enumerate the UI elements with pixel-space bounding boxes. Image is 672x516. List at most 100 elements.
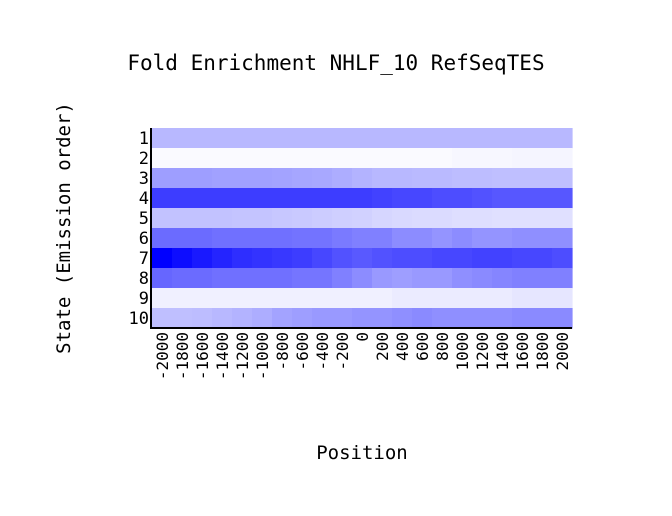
heatmap-cell: [152, 228, 173, 249]
x-tick-label: -800: [273, 332, 292, 371]
heatmap-cell: [172, 128, 193, 149]
heatmap-cells: [152, 128, 573, 329]
heatmap-cell: [212, 168, 233, 189]
heatmap-cell: [412, 228, 433, 249]
heatmap-cell: [512, 288, 533, 309]
y-tick-label: 7: [139, 249, 149, 269]
heatmap-cell: [492, 188, 513, 209]
heatmap-cell: [172, 308, 193, 329]
heatmap-cell: [512, 268, 533, 289]
x-tick-label: -1600: [193, 332, 212, 380]
heatmap-cell: [452, 308, 473, 329]
heatmap-cell: [172, 248, 193, 269]
heatmap-cell: [392, 288, 413, 309]
heatmap-cell: [352, 228, 373, 249]
heatmap-cell: [312, 188, 333, 209]
heatmap-cell: [452, 228, 473, 249]
heatmap-cell: [272, 308, 293, 329]
heatmap-cell: [252, 308, 273, 329]
heatmap-cell: [192, 208, 213, 229]
heatmap-cell: [192, 148, 213, 169]
heatmap-cell: [212, 248, 233, 269]
heatmap-cell: [452, 268, 473, 289]
heatmap-cell: [452, 208, 473, 229]
heatmap-cell: [352, 308, 373, 329]
heatmap-cell: [532, 228, 553, 249]
heatmap-cell: [192, 228, 213, 249]
heatmap-cell: [372, 188, 393, 209]
heatmap-cell: [552, 128, 573, 149]
heatmap-cell: [332, 228, 353, 249]
heatmap-cell: [472, 208, 493, 229]
heatmap-cell: [352, 208, 373, 229]
x-tick-label: 1400: [493, 332, 512, 371]
heatmap-cell: [232, 208, 253, 229]
heatmap-cell: [292, 308, 313, 329]
heatmap-cell: [312, 128, 333, 149]
heatmap-cell: [212, 308, 233, 329]
heatmap-cell: [232, 268, 253, 289]
x-tick-labels: -2000 -1800 -1600 -1400 -1200 -1000 -800 -600 -4…: [153, 332, 572, 380]
heatmap-cell: [232, 128, 253, 149]
heatmap-cell: [172, 168, 193, 189]
heatmap-cell: [312, 268, 333, 289]
heatmap-cell: [432, 248, 453, 269]
heatmap-cell: [332, 208, 353, 229]
heatmap-cell: [152, 288, 173, 309]
heatmap-cell: [532, 208, 553, 229]
x-tick-label: -600: [293, 332, 312, 371]
heatmap-cell: [292, 168, 313, 189]
x-tick-label: -2000: [153, 332, 172, 380]
heatmap-cell: [412, 248, 433, 269]
heatmap-cell: [512, 308, 533, 329]
heatmap-cell: [472, 148, 493, 169]
heatmap-cell: [532, 188, 553, 209]
heatmap-cell: [372, 148, 393, 169]
heatmap-cell: [152, 148, 173, 169]
heatmap-cell: [252, 208, 273, 229]
heatmap-cell: [552, 288, 573, 309]
heatmap-cell: [432, 188, 453, 209]
heatmap-cell: [512, 248, 533, 269]
heatmap-cell: [272, 208, 293, 229]
heatmap-cell: [272, 288, 293, 309]
heatmap-cell: [292, 148, 313, 169]
x-tick-label: 1000: [453, 332, 472, 371]
heatmap-cell: [492, 128, 513, 149]
y-tick-label: 8: [139, 269, 149, 289]
x-tick-label: -1200: [233, 332, 252, 380]
heatmap-cell: [212, 148, 233, 169]
heatmap-cell: [352, 288, 373, 309]
heatmap-cell: [372, 228, 393, 249]
x-tick-label: 2000: [553, 332, 572, 371]
heatmap-cell: [252, 248, 273, 269]
heatmap-cell: [152, 308, 173, 329]
heatmap-cell: [272, 228, 293, 249]
heatmap-cell: [312, 208, 333, 229]
heatmap-cell: [472, 128, 493, 149]
x-tick-label: 1600: [513, 332, 532, 371]
heatmap-cell: [552, 268, 573, 289]
x-tick-label: -1000: [253, 332, 272, 380]
heatmap-cell: [412, 288, 433, 309]
heatmap-cell: [232, 188, 253, 209]
heatmap-cell: [292, 288, 313, 309]
heatmap-cell: [312, 308, 333, 329]
heatmap-cell: [172, 228, 193, 249]
heatmap-cell: [292, 208, 313, 229]
heatmap-cell: [152, 248, 173, 269]
heatmap-cell: [412, 308, 433, 329]
heatmap-cell: [312, 168, 333, 189]
heatmap-cell: [472, 248, 493, 269]
heatmap-cell: [312, 248, 333, 269]
x-tick-label: 1800: [533, 332, 552, 371]
heatmap-cell: [272, 148, 293, 169]
heatmap-cell: [312, 228, 333, 249]
heatmap-cell: [272, 168, 293, 189]
heatmap-cell: [392, 188, 413, 209]
y-tick-label: 9: [139, 289, 149, 309]
heatmap-cell: [532, 168, 553, 189]
heatmap-cell: [512, 128, 533, 149]
heatmap-cell: [172, 268, 193, 289]
